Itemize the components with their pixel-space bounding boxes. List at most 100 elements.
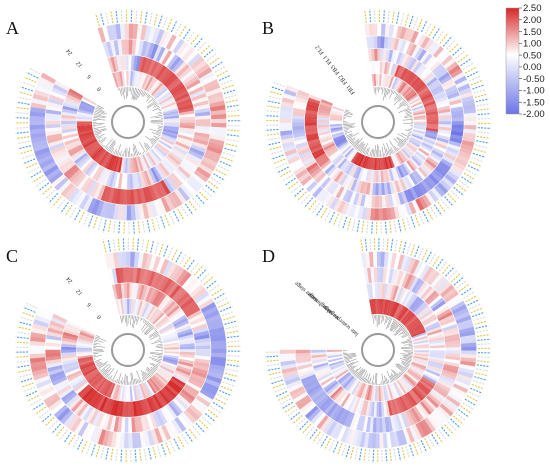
heatmap-cell [340, 392, 351, 407]
heatmap-cell [409, 99, 422, 107]
gene-label-mark [177, 436, 185, 449]
heatmap-cell [59, 159, 74, 171]
dendrogram-branch [382, 315, 385, 322]
heatmap-cell [51, 174, 66, 188]
heatmap-cell [181, 46, 196, 62]
heatmap-cell [413, 113, 426, 118]
dendrogram-branch [111, 370, 118, 382]
heatmap-cell [151, 290, 162, 306]
heatmap-cell [388, 383, 396, 399]
heatmap-cell [391, 399, 398, 415]
heatmap-cell [195, 119, 211, 124]
heatmap-cell [211, 348, 227, 354]
heatmap-cell [367, 157, 373, 170]
heatmap-cell [413, 32, 423, 46]
heatmap-cell [180, 412, 194, 427]
heatmap-cell [279, 353, 296, 359]
gene-label-mark [136, 237, 140, 251]
gene-label-mark [274, 390, 288, 398]
heatmap-cell [96, 184, 106, 201]
heatmap-cell [80, 100, 96, 109]
heatmap-cell [89, 145, 103, 158]
gene-label-mark [432, 255, 441, 267]
heatmap-cell [366, 385, 372, 401]
gene-label-mark [226, 364, 240, 368]
heatmap-cell [375, 298, 378, 315]
heatmap-cell [357, 167, 364, 180]
heatmap-cell [455, 315, 472, 325]
heatmap-cell [339, 173, 348, 186]
heatmap-cell [161, 50, 173, 66]
dendrogram-branch [388, 89, 391, 94]
dendrogram-branch [397, 143, 402, 149]
heatmap-cell [336, 390, 348, 404]
dendrogram-branch [403, 354, 413, 357]
heatmap-cell [150, 376, 162, 390]
heatmap-cell [61, 356, 78, 362]
dendrogram-branch [354, 143, 360, 149]
heatmap-cell [167, 193, 179, 209]
gene-label-mark [410, 216, 416, 229]
heatmap-cell [307, 138, 320, 145]
gene-label-mark [177, 208, 185, 221]
heatmap-cell [41, 389, 57, 401]
dendrogram-branch [96, 335, 101, 338]
heatmap-cell [122, 157, 126, 174]
heatmap-cell [179, 343, 195, 348]
heatmap-cell [129, 173, 134, 189]
dendrogram-branch [401, 361, 410, 367]
heatmap-cell [153, 427, 164, 444]
heatmap-cell [130, 204, 136, 221]
gene-label-mark [475, 98, 489, 103]
heatmap-cell [155, 293, 167, 308]
heatmap-cell [146, 379, 157, 394]
heatmap-cell [130, 251, 136, 267]
heatmap-cell [439, 314, 455, 324]
heatmap-cell [194, 132, 210, 139]
dendrogram-branch [107, 376, 110, 379]
heatmap-cell [177, 134, 193, 142]
heatmap-cell [412, 424, 423, 440]
gene-label-mark [420, 19, 428, 33]
heatmap-cell [445, 395, 461, 408]
heatmap-cell [389, 206, 396, 220]
gene-label-mark [225, 99, 239, 103]
heatmap-cell [31, 368, 48, 377]
gene-label-mark [312, 431, 321, 443]
heatmap-cell [294, 96, 308, 104]
heatmap-cell [118, 385, 124, 401]
heatmap-cell [208, 326, 225, 335]
heatmap-cell [157, 181, 168, 197]
heatmap-cell [315, 172, 327, 184]
heatmap-cell [390, 76, 397, 89]
heatmap-cell [114, 384, 121, 400]
heatmap-cell [162, 159, 175, 173]
heatmap-cell [321, 398, 334, 413]
gene-label-mark [425, 250, 433, 263]
heatmap-cell [166, 262, 178, 278]
gene-label-mark [168, 212, 176, 226]
dendrogram-branch [146, 95, 152, 102]
heatmap-cell [62, 359, 78, 365]
heatmap-cell [438, 161, 451, 171]
heatmap-cell [450, 300, 466, 312]
heatmap-cell [451, 117, 464, 122]
dendrogram-branch [391, 372, 396, 381]
gene-label-mark [268, 146, 282, 151]
heatmap-cell [194, 337, 211, 344]
heatmap-cell [386, 36, 393, 50]
gene-label-mark [439, 32, 449, 44]
heatmap-cell [29, 357, 46, 363]
dendrogram-branch [344, 129, 349, 131]
heatmap-cell [84, 140, 99, 151]
heatmap-cell [146, 414, 154, 430]
dendrogram-branch [401, 330, 408, 335]
heatmap-cell [203, 152, 220, 164]
heatmap-cell [418, 307, 432, 319]
heatmap-cell [423, 138, 436, 145]
heatmap-cell [171, 58, 185, 73]
heatmap-cell [303, 379, 319, 389]
heatmap-cell [158, 390, 171, 404]
gene-label-mark [34, 406, 47, 415]
heatmap-cell [209, 134, 226, 142]
